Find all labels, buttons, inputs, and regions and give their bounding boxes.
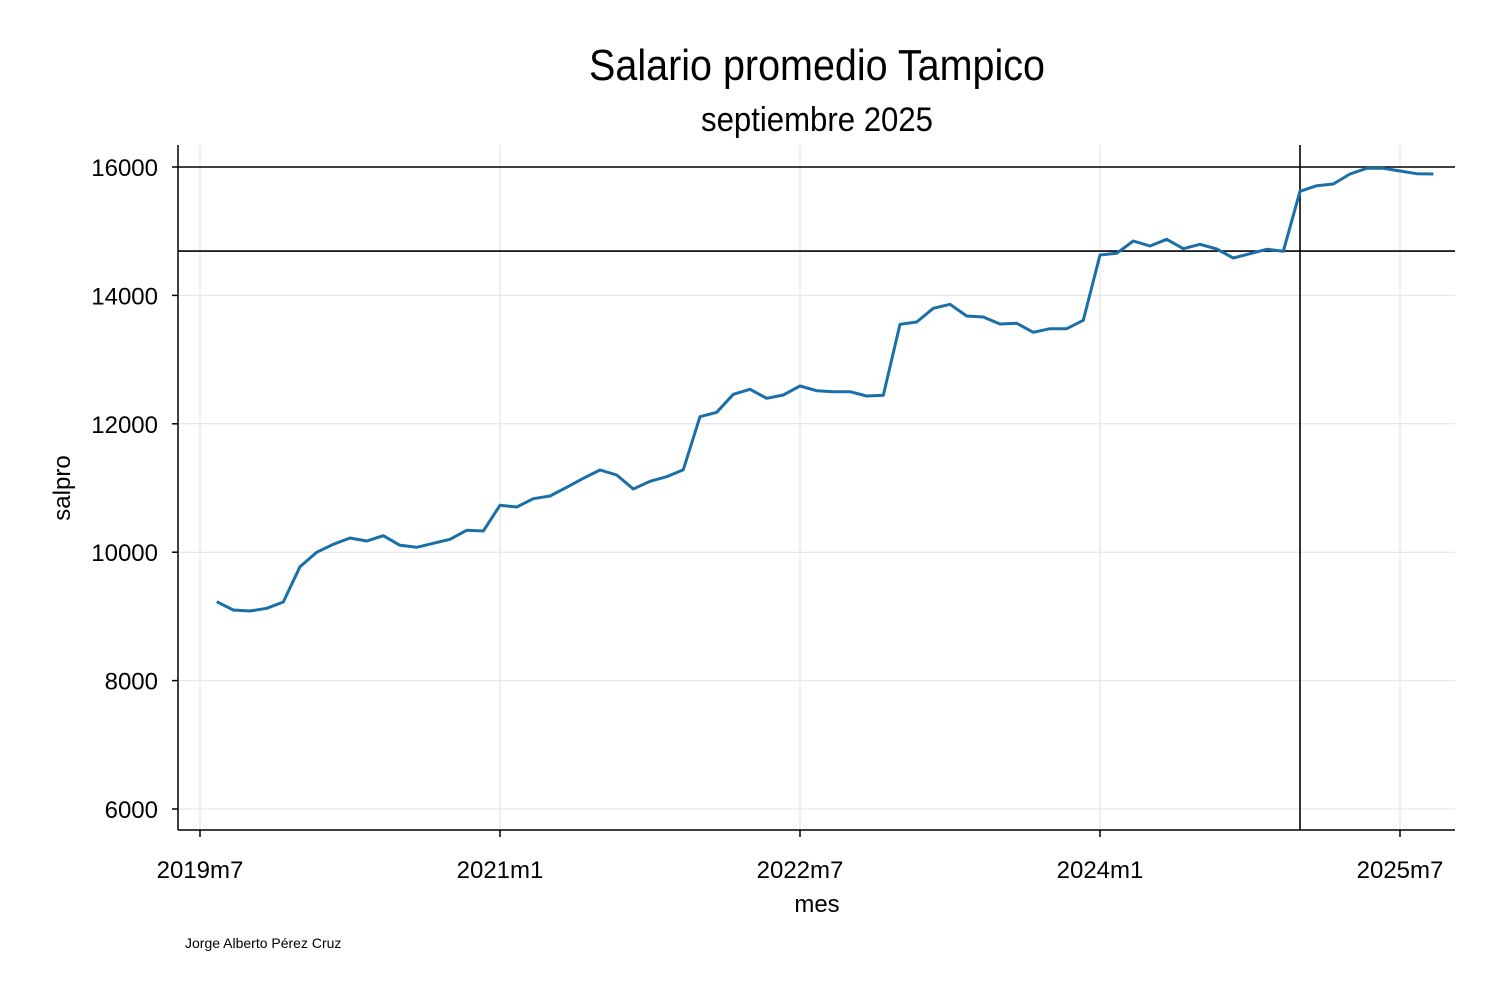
gridlines — [178, 145, 1455, 830]
chart-subtitle: septiembre 2025 — [701, 101, 933, 139]
y-axis-label: salpro — [49, 455, 76, 520]
series-group — [216, 166, 1434, 613]
chart-title: Salario promedio Tampico — [589, 41, 1045, 90]
axes: 6000 8000 10000 12000 14000 16000 2019m7 2021m1… — [91, 145, 1455, 884]
y-tick-label: 14000 — [91, 283, 158, 310]
y-tick-label: 10000 — [91, 540, 158, 567]
y-tick-label: 6000 — [105, 797, 158, 824]
x-tick-label: 2024m1 — [1057, 857, 1144, 884]
y-tick-label: 8000 — [105, 669, 158, 696]
x-axis-label: mes — [794, 891, 839, 918]
y-tick-label: 12000 — [91, 412, 158, 439]
y-tick-label: 16000 — [91, 155, 158, 182]
x-tick-label: 2022m7 — [757, 857, 844, 884]
series-line — [216, 166, 1434, 613]
reference-lines — [178, 145, 1455, 830]
x-tick-label: 2021m1 — [457, 857, 544, 884]
x-tick-label: 2019m7 — [157, 857, 244, 884]
x-tick-label: 2025m7 — [1357, 857, 1444, 884]
author-note: Jorge Alberto Pérez Cruz — [185, 935, 341, 951]
